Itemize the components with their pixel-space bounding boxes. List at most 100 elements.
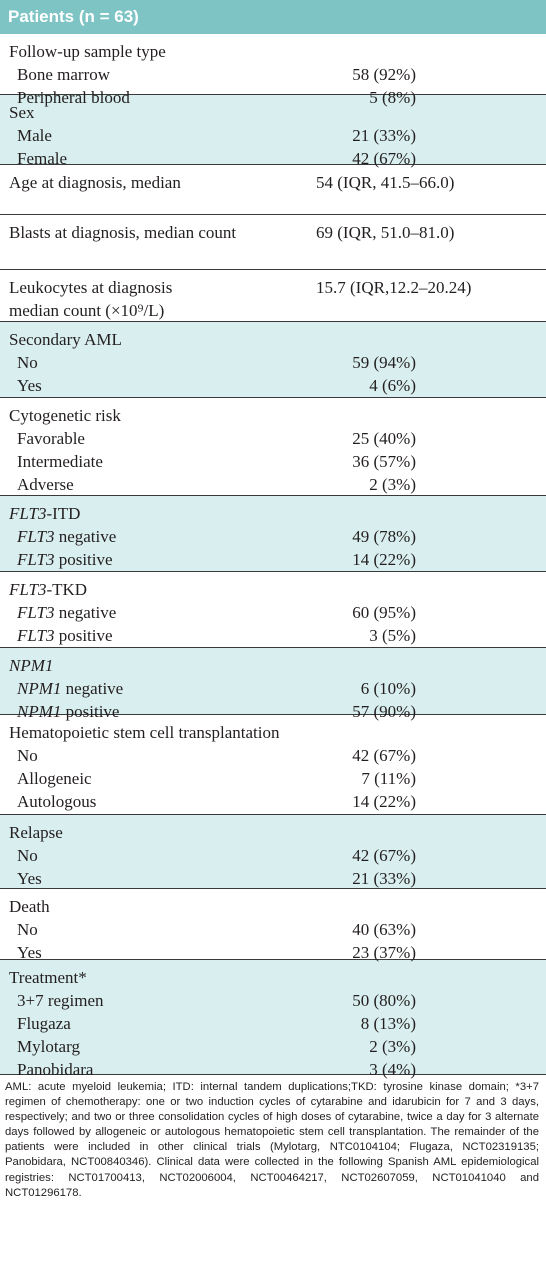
row-label: Yes: [17, 376, 42, 395]
table-row: Panobidara 3 (4%): [0, 1058, 546, 1081]
table-row: Autologous 14 (22%): [0, 790, 546, 813]
row-label: Favorable: [17, 429, 85, 448]
row-label: Intermediate: [17, 452, 103, 471]
table-row: No 42 (67%): [0, 844, 546, 867]
row-value: 14 (22%): [352, 792, 416, 811]
row-label: FLT3-TKD: [9, 580, 88, 599]
table-section: Relapse No 42 (67%) Yes 21 (33%): [0, 815, 546, 889]
table-section: Death No 40 (63%) Yes 23 (37%): [0, 889, 546, 962]
row-label: Cytogenetic risk: [9, 406, 121, 425]
row-label: Bone marrow: [17, 65, 111, 84]
table-row: Allogeneic 7 (11%): [0, 767, 546, 790]
table-section: Cytogenetic risk Favorable 25 (40%) Interme…: [0, 398, 546, 496]
table-category-row: Follow-up sample type: [0, 40, 546, 63]
table-section: Age at diagnosis, median 54 (IQR, 41.5–66…: [0, 165, 546, 215]
row-value: 60 (95%): [352, 603, 416, 622]
row-label: No: [17, 846, 38, 865]
table-category-row: Treatment*: [0, 966, 546, 989]
table-section: Secondary AML No 59 (94%) Yes 4 (6%): [0, 322, 546, 398]
row-label: Hematopoietic stem cell transplantation: [9, 723, 280, 742]
row-label: Secondary AML: [9, 330, 122, 349]
table-category-row: Relapse: [0, 821, 546, 844]
row-label: Peripheral blood: [17, 88, 130, 107]
table-row: Yes 23 (37%): [0, 941, 546, 964]
row-label: NPM1: [9, 656, 54, 675]
table-category-row: Secondary AML: [0, 328, 546, 351]
table-category-row: Age at diagnosis, median 54 (IQR, 41.5–66…: [0, 171, 546, 194]
table-category-row: Cytogenetic risk: [0, 404, 546, 427]
row-label: Mylotarg: [17, 1037, 80, 1056]
row-label: median count (×10⁹/L): [9, 301, 165, 320]
table-row: No 40 (63%): [0, 918, 546, 941]
table-body: Follow-up sample type Bone marrow 58 (92%)…: [0, 34, 546, 1079]
table-row: Yes 4 (6%): [0, 374, 546, 397]
table-row: FLT3 positive 3 (5%): [0, 624, 546, 647]
table-row: FLT3 negative 60 (95%): [0, 601, 546, 624]
table-row: Bone marrow 58 (92%): [0, 63, 546, 86]
table-section: Follow-up sample type Bone marrow 58 (92%)…: [0, 34, 546, 107]
row-value: 36 (57%): [352, 452, 416, 471]
row-label: Follow-up sample type: [9, 42, 166, 61]
row-value: 5 (8%): [369, 88, 416, 107]
table-row: Mylotarg 2 (3%): [0, 1035, 546, 1058]
row-value: 23 (37%): [352, 943, 416, 962]
row-label: Age at diagnosis, median: [9, 173, 181, 192]
row-label: Sex: [9, 103, 35, 122]
row-label: Panobidara: [17, 1060, 94, 1079]
row-label: FLT3 negative: [17, 527, 117, 546]
table-category-row: Hematopoietic stem cell transplantation: [0, 721, 546, 744]
row-label: Yes: [17, 869, 42, 888]
row-value: 42 (67%): [352, 746, 416, 765]
row-label: Blasts at diagnosis, median count: [9, 223, 237, 242]
row-value: 2 (3%): [369, 1037, 416, 1056]
row-label: NPM1 positive: [17, 702, 120, 721]
row-label: Treatment*: [9, 968, 87, 987]
table-row: No 42 (67%): [0, 744, 546, 767]
row-value: 25 (40%): [352, 429, 416, 448]
row-label: FLT3 negative: [17, 603, 117, 622]
table-row: FLT3 negative 49 (78%): [0, 525, 546, 548]
row-label: Female: [17, 149, 68, 168]
row-value: 14 (22%): [352, 550, 416, 569]
row-value: 3 (5%): [369, 626, 416, 645]
table-category-row: FLT3-TKD: [0, 578, 546, 601]
row-label: No: [17, 920, 38, 939]
row-label: No: [17, 353, 38, 372]
table-section: NPM1 NPM1 negative 6 (10%) NPM1 positive 57 …: [0, 648, 546, 721]
row-value: 69 (IQR, 51.0–81.0): [316, 223, 455, 242]
table-row: Favorable 25 (40%): [0, 427, 546, 450]
table-category-row: Sex: [0, 101, 546, 124]
table-row: Peripheral blood 5 (8%): [0, 86, 546, 109]
table-row: Intermediate 36 (57%): [0, 450, 546, 473]
row-label: No: [17, 746, 38, 765]
table-section: Sex Male 21 (33%) Female 42 (67%): [0, 95, 546, 168]
row-label: NPM1 negative: [17, 679, 124, 698]
table-row: NPM1 negative 6 (10%): [0, 677, 546, 700]
row-value: 4 (6%): [369, 376, 416, 395]
row-label: Adverse: [17, 475, 74, 494]
row-value: 6 (10%): [360, 679, 416, 698]
table-row: Yes 21 (33%): [0, 867, 546, 890]
table-footnote: AML: acute myeloid leukemia; ITD: intern…: [5, 1081, 539, 1199]
table-category-row: FLT3-ITD: [0, 502, 546, 525]
row-value: 59 (94%): [352, 353, 416, 372]
row-label: Relapse: [9, 823, 63, 842]
table-header: Patients (n = 63): [0, 0, 546, 34]
row-value: 2 (3%): [369, 475, 416, 494]
row-value: 54 (IQR, 41.5–66.0): [316, 173, 455, 192]
table-category-row: NPM1: [0, 654, 546, 677]
table-category-row: median count (×10⁹/L): [0, 299, 546, 322]
row-label: Autologous: [17, 792, 97, 811]
row-value: 42 (67%): [352, 846, 416, 865]
row-value: 8 (13%): [360, 1014, 416, 1033]
row-label: Allogeneic: [17, 769, 92, 788]
row-label: Leukocytes at diagnosis: [9, 278, 173, 297]
row-label: Yes: [17, 943, 42, 962]
row-value: 58 (92%): [352, 65, 416, 84]
table-row: Female 42 (67%): [0, 147, 546, 170]
table-section: Hematopoietic stem cell transplantation N…: [0, 715, 546, 815]
row-value: 49 (78%): [352, 527, 416, 546]
row-label: Male: [17, 126, 52, 145]
table-row: Male 21 (33%): [0, 124, 546, 147]
table-category-row: Death: [0, 895, 546, 918]
